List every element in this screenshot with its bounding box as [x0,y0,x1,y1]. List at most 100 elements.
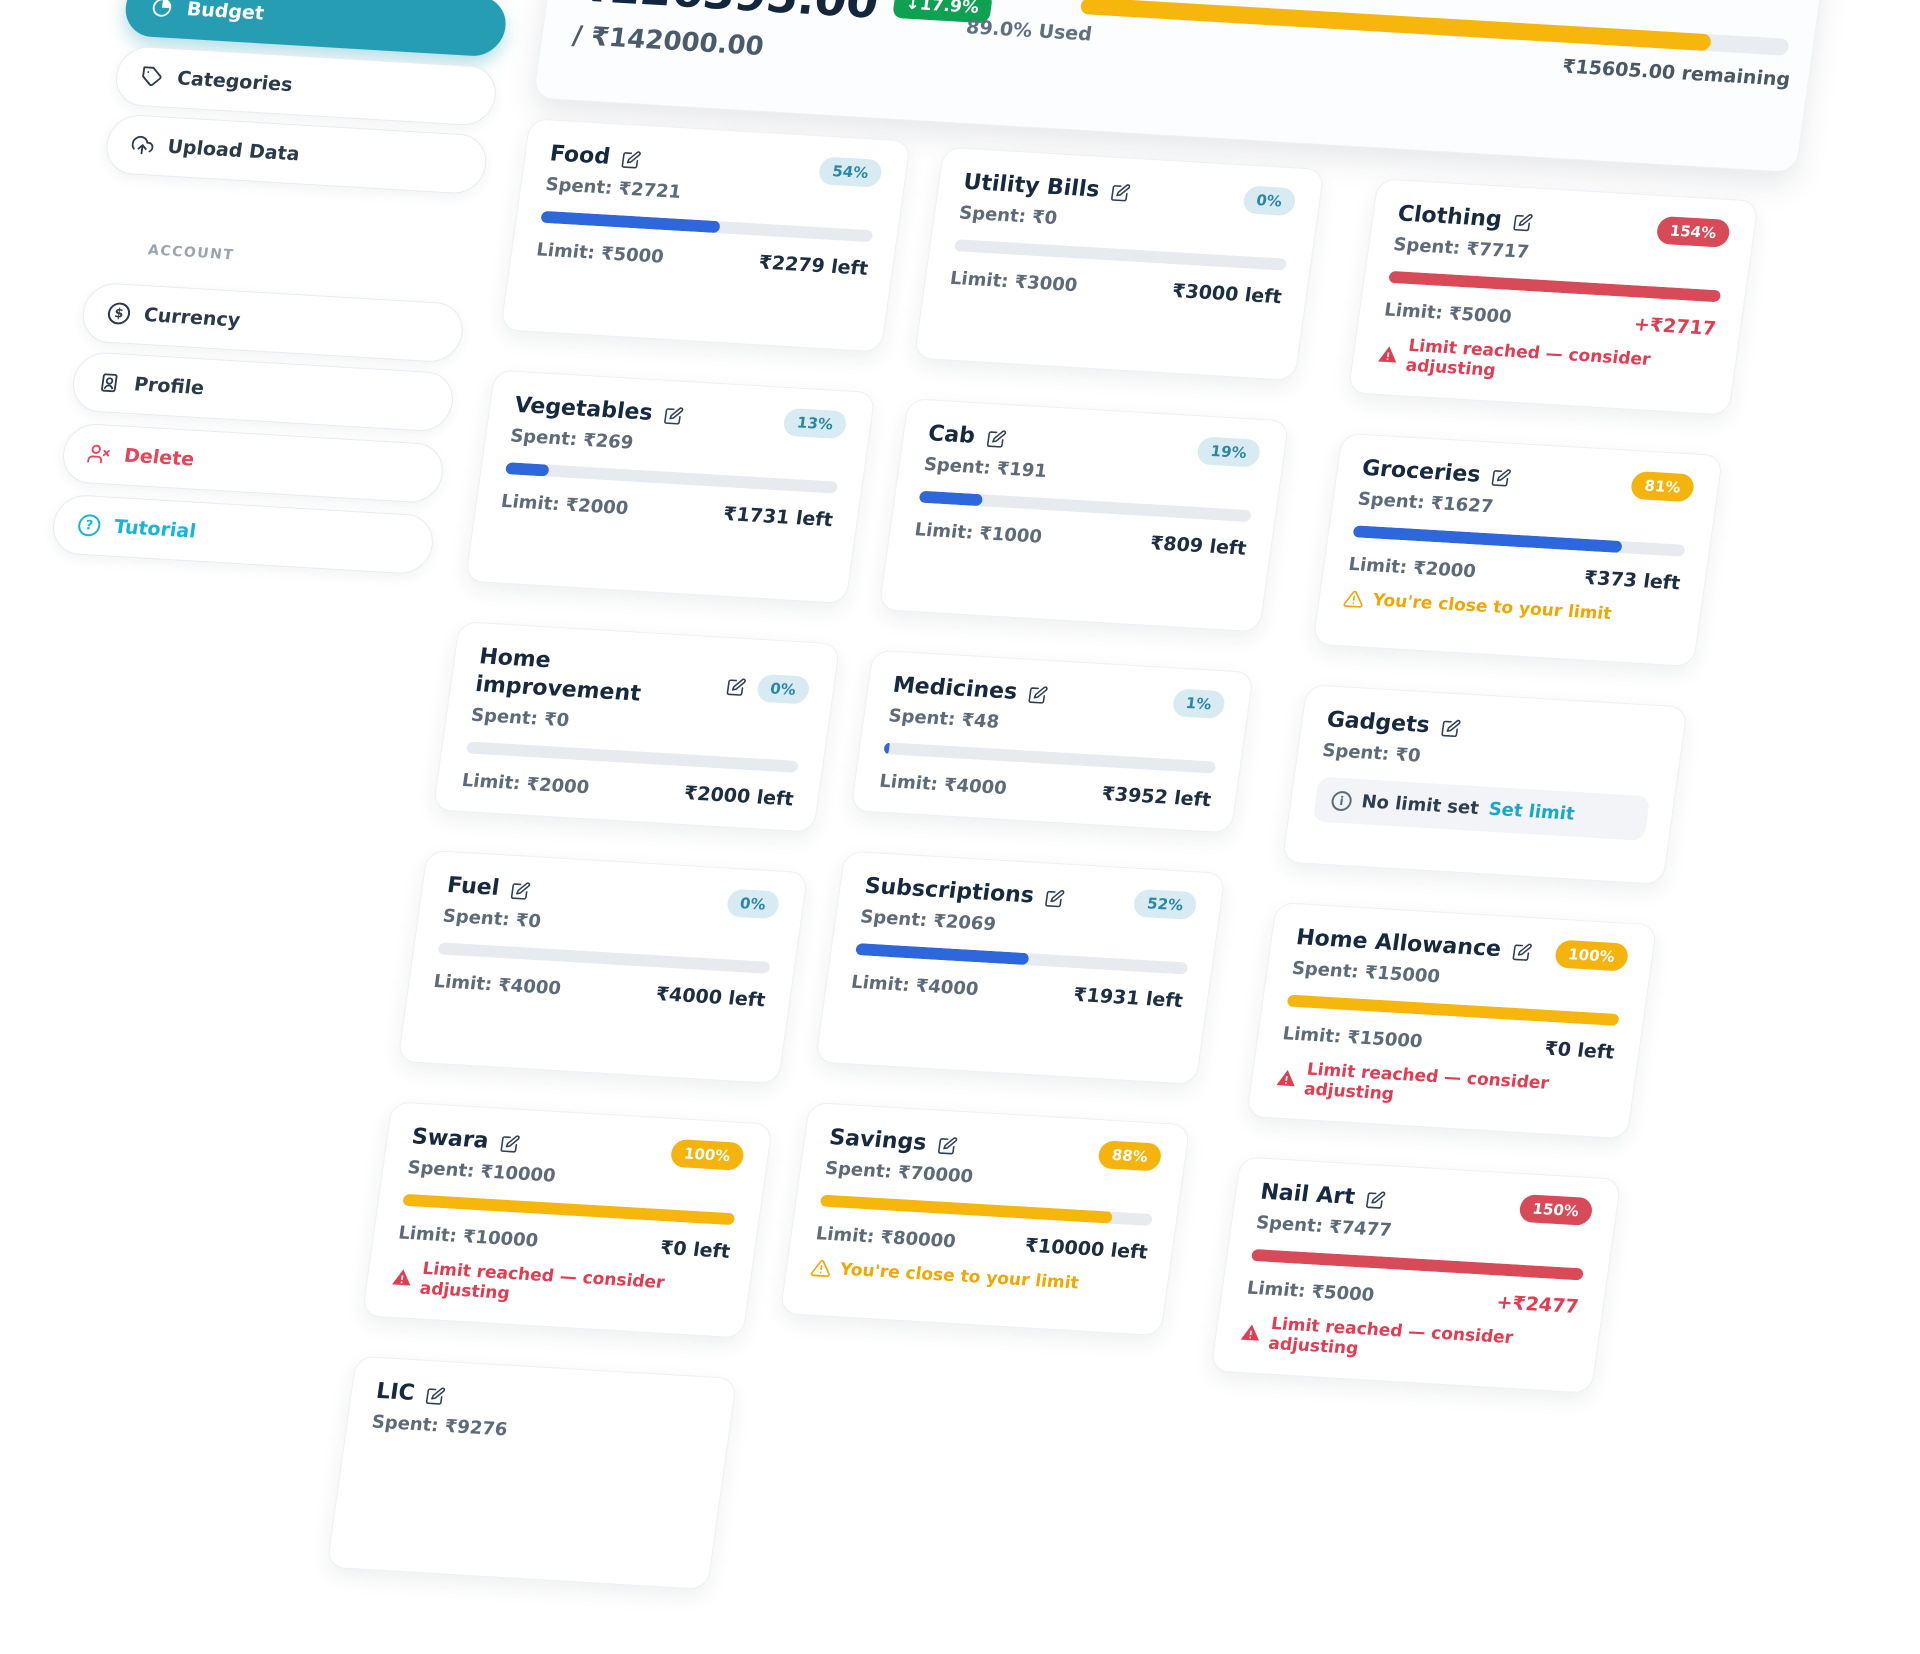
category-card: Savings 88% Spent: ₹70000 Limit: ₹80000 … [780,1102,1191,1336]
cloud-upload-icon [130,134,155,157]
category-card: Food 54% Spent: ₹2721 Limit: ₹5000 ₹2279… [500,118,911,352]
edit-category-button[interactable] [661,403,687,427]
edit-category-button[interactable] [423,1383,449,1407]
limit-warning: Limit reached — consider adjusting [390,1257,727,1316]
summary-progress-bar [1080,0,1790,56]
category-name: Vegetables [513,392,655,428]
category-progress-fill [954,239,956,251]
category-progress-bar [883,742,1216,773]
percent-badge: 0% [755,674,810,705]
sidebar-item-label: Profile [133,373,206,399]
remaining-amount: ₹1931 left [1072,984,1184,1012]
warning-danger-icon [391,1267,414,1288]
category-progress-bar [820,1195,1153,1226]
info-icon: i [1330,790,1353,811]
limit-row: Limit: ₹5000 +₹2717 [1383,299,1717,340]
percent-badge: 88% [1097,1140,1163,1171]
set-limit-link[interactable]: Set limit [1487,799,1576,825]
warning-text: Limit reached — consider adjusting [418,1259,726,1316]
category-card: Utility Bills 0% Spent: ₹0 Limit: ₹3000 … [914,147,1325,381]
edit-category-button[interactable] [1108,180,1134,204]
edit-category-button[interactable] [1510,210,1536,234]
category-progress-bar [1287,995,1620,1026]
category-card: Gadgets Spent: ₹0 i No limit set Set lim… [1282,684,1688,885]
category-name: Cab [926,420,977,450]
edit-category-button[interactable] [1042,886,1068,910]
edit-category-button[interactable] [497,1131,523,1155]
sidebar-item-currency[interactable]: $ Currency [79,282,467,364]
category-card: Home Allowance 100% Spent: ₹15000 Limit:… [1246,902,1657,1139]
remaining-amount-label: ₹15605.00 remaining [1561,56,1792,91]
edit-category-button[interactable] [983,426,1009,450]
limit-row: Limit: ₹2000 ₹373 left [1347,553,1681,594]
edit-category-button[interactable] [1025,682,1051,706]
category-card: Fuel 0% Spent: ₹0 Limit: ₹4000 ₹4000 lef… [397,850,808,1084]
warning-text: You're close to your limit [1371,590,1612,624]
total-budget-amount: / ₹142000.00 [570,21,765,62]
percent-badge: 100% [669,1139,745,1171]
edit-category-button[interactable] [1489,465,1515,489]
percent-badge: 0% [725,889,780,920]
limit-warning: Limit reached — consider adjusting [1238,1312,1575,1371]
person-remove-icon [87,443,112,466]
edit-pencil-icon [1365,1189,1387,1209]
category-progress-bar [438,942,771,973]
sidebar-item-label: Categories [176,67,294,96]
edit-category-button[interactable] [723,674,749,698]
edit-category-button[interactable] [1438,716,1464,740]
category-progress-fill [466,741,468,753]
edit-pencil-icon [1512,212,1534,232]
percent-badge: 0% [1242,185,1297,216]
pie-chart-icon [149,0,174,19]
category-progress-bar [505,462,838,493]
sidebar-item-label: Upload Data [166,136,301,166]
edit-pencil-icon [1028,684,1050,704]
remaining-amount: ₹809 left [1149,532,1248,559]
edit-pencil-icon [663,405,685,425]
sidebar-item-upload-data[interactable]: Upload Data [103,113,491,195]
category-progress-fill [1251,1249,1584,1280]
category-name: Clothing [1396,201,1504,235]
category-card: Nail Art 150% Spent: ₹7477 Limit: ₹5000 … [1210,1156,1621,1393]
category-name: Subscriptions [863,873,1036,911]
edit-category-button[interactable] [1363,1187,1389,1211]
sidebar-item-delete[interactable]: Delete [59,422,447,504]
edit-category-button[interactable] [508,878,534,902]
limit-label: Limit: ₹4000 [850,971,980,999]
percent-badge: 154% [1655,216,1731,248]
category-name: Home improvement [473,643,718,712]
used-percent-label: 89.0% Used [965,16,1094,45]
remaining-amount: ₹4000 left [654,983,766,1011]
category-progress-fill [1287,995,1620,1026]
sidebar-item-label: Tutorial [113,516,198,543]
edit-category-button[interactable] [1509,939,1535,963]
category-card: Subscriptions 52% Spent: ₹2069 Limit: ₹4… [815,851,1226,1085]
edit-category-button[interactable] [935,1133,961,1157]
remaining-amount: ₹0 left [659,1237,732,1263]
remaining-amount: ₹3952 left [1100,783,1212,811]
sidebar-item-label: Delete [123,445,196,471]
edit-category-button[interactable] [618,147,644,171]
category-name: Savings [827,1124,928,1157]
limit-row: Limit: ₹4000 ₹4000 left [432,970,766,1011]
category-card: LIC Spent: ₹9276 [326,1356,737,1590]
category-progress-fill [438,942,440,954]
category-progress-fill [820,1195,1113,1224]
category-progress-fill [540,211,721,233]
percent-badge: 54% [818,156,884,187]
category-progress-bar [1388,271,1721,302]
sidebar-item-label: Budget [185,0,265,24]
sidebar-item-tutorial[interactable]: ? Tutorial [49,494,437,576]
sidebar-item-categories[interactable]: Categories [112,45,500,127]
warning-danger-icon [1275,1068,1298,1089]
sidebar-item-profile[interactable]: Profile [69,351,457,433]
remaining-amount: ₹373 left [1582,567,1681,594]
category-name: Home Allowance [1294,924,1503,964]
limit-row: Limit: ₹3000 ₹3000 left [949,267,1283,308]
category-progress-fill [1353,525,1623,553]
edit-pencil-icon [1440,718,1462,738]
warning-caution-icon [1342,589,1365,610]
remaining-amount: ₹0 left [1543,1038,1616,1064]
category-name: Gadgets [1325,706,1432,740]
category-name: Swara [410,1124,490,1156]
